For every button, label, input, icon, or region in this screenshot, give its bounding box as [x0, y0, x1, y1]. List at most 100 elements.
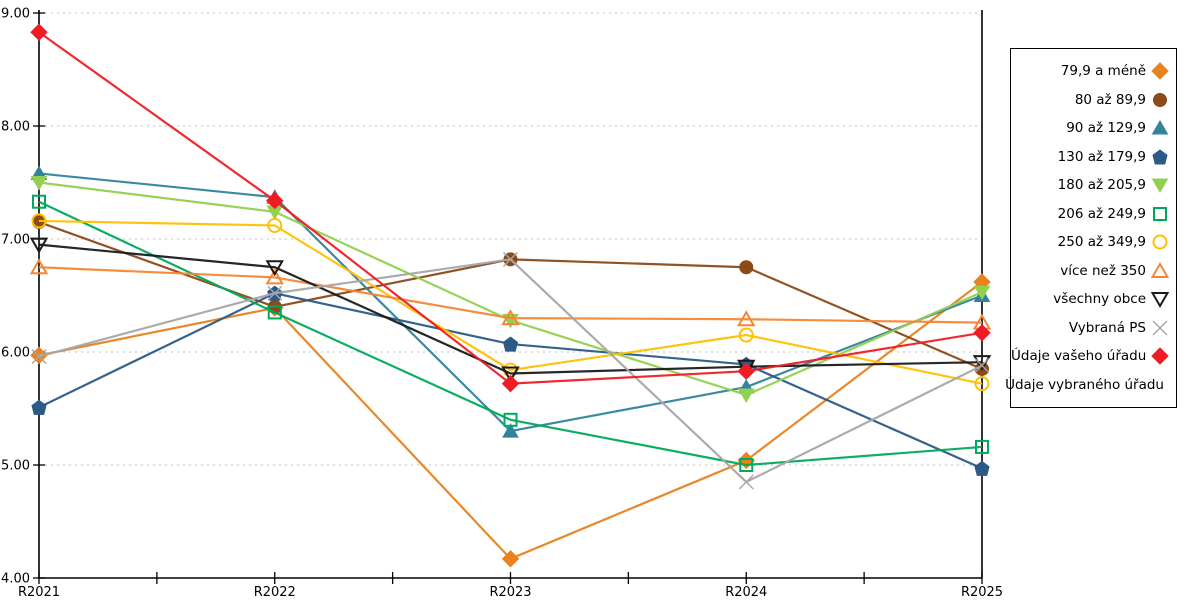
pentagon-marker-icon: [31, 399, 47, 415]
y-tick-label: 4.00: [1, 572, 30, 587]
legend-marker-triangle-down-icon: [1151, 292, 1169, 309]
pentagon-marker-icon: [974, 460, 990, 476]
triangle-up-marker-icon: [737, 310, 756, 327]
legend-marker-triangle-up-icon: [1151, 261, 1169, 278]
legend-marker-pentagon-icon: [1152, 149, 1168, 165]
pentagon-marker-icon: [502, 336, 519, 352]
triangle-up-marker-icon: [265, 268, 284, 285]
x-tick-label: R2025: [961, 585, 1003, 600]
circle-marker-icon: [267, 217, 283, 233]
circle-marker-icon: [1152, 234, 1168, 250]
circle-marker-icon: [739, 260, 754, 275]
legend-item-label: 80 až 89,9: [1074, 91, 1146, 108]
legend-item: 90 až 129,9: [1011, 117, 1176, 139]
legend-item: 130 až 179,9: [1011, 146, 1176, 168]
series-5: [32, 194, 989, 472]
legend-marker-triangle-up-icon: [1151, 120, 1169, 135]
square-marker-icon: [32, 194, 46, 209]
x-tick-label: R2021: [18, 585, 60, 600]
legend-item-label: více než 350: [1060, 262, 1146, 279]
square-marker-icon: [975, 439, 989, 454]
diamond-marker-icon: [1151, 347, 1169, 365]
legend-item: všechny obce: [1011, 288, 1176, 310]
circle-marker-icon: [1152, 92, 1168, 107]
legend-item-label: 79,9 a méně: [1060, 63, 1146, 80]
legend-item-label: 206 až 249,9: [1057, 205, 1146, 222]
legend-item: Údaje vašeho úřadu: [1011, 345, 1176, 367]
y-tick-label: 8.00: [1, 120, 30, 135]
square-marker-icon: [267, 305, 282, 320]
legend-item-label: všechny obce: [1053, 291, 1146, 308]
circle-marker-icon: [31, 213, 47, 229]
legend-item-label: Údaje vašeho úřadu: [1011, 348, 1147, 365]
x-marker-icon: [31, 349, 47, 365]
x-tick-label: R2024: [725, 585, 767, 600]
diamond-marker-icon: [501, 374, 520, 393]
series-2: [30, 165, 991, 438]
triangle-down-marker-icon: [737, 388, 755, 403]
triangle-up-marker-icon: [1151, 120, 1169, 135]
diamond-marker-icon: [973, 324, 991, 342]
series-0: [30, 273, 991, 568]
y-tick-label: 7.00: [1, 233, 30, 248]
y-tick-label: 6.00: [1, 346, 30, 361]
y-tick-label: 5.00: [1, 459, 30, 474]
series-line: [38, 266, 983, 324]
square-marker-icon: [739, 458, 754, 472]
triangle-up-marker-icon: [502, 423, 519, 438]
diamond-marker-icon: [30, 23, 48, 41]
triangle-down-marker-icon: [29, 237, 49, 254]
series-line: [38, 200, 983, 467]
series-9: [31, 251, 990, 490]
legend-marker-diamond-icon: [1151, 347, 1169, 365]
series-6: [31, 213, 990, 392]
x-marker-icon: [503, 251, 518, 267]
triangle-up-marker-icon: [29, 258, 49, 275]
series-line: [38, 243, 983, 375]
legend-marker-triangle-down-icon: [1151, 178, 1169, 194]
legend-item: 79,9 a méně: [1011, 60, 1176, 82]
legend-item-label: 250 až 349,9: [1057, 234, 1146, 251]
legend-item: Údaje vybraného úřadu: [1005, 374, 1176, 396]
triangle-down-marker-icon: [1151, 292, 1169, 309]
triangle-up-marker-icon: [1151, 261, 1169, 278]
triangle-down-marker-icon: [30, 176, 48, 191]
legend-marker-square-icon: [1153, 206, 1167, 221]
legend-item: více než 350: [1011, 260, 1176, 282]
legend-item-label: Údaje vybraného úřadu: [1005, 376, 1164, 393]
circle-marker-icon: [738, 327, 754, 343]
diamond-marker-icon: [266, 191, 284, 210]
series-line: [38, 219, 983, 385]
triangle-up-marker-icon: [501, 309, 520, 326]
triangle-down-marker-icon: [973, 285, 991, 301]
legend-item-label: 90 až 129,9: [1066, 120, 1146, 137]
pentagon-marker-icon: [1152, 149, 1168, 165]
legend-item: 206 až 249,9: [1011, 203, 1176, 225]
series-10: [30, 23, 991, 393]
legend: 79,9 a méně 80 až 89,9 90 až 129,9 130 až 1…: [1005, 48, 1177, 408]
legend-item-label: 180 až 205,9: [1057, 177, 1146, 194]
square-marker-icon: [1153, 206, 1167, 221]
legend-item: 250 až 349,9: [1011, 231, 1176, 253]
legend-item-label: 130 až 179,9: [1057, 148, 1146, 165]
diamond-marker-icon: [737, 362, 755, 380]
circle-marker-icon: [974, 376, 990, 392]
triangle-down-marker-icon: [501, 366, 520, 383]
series-line: [38, 172, 983, 433]
legend-item: 180 až 205,9: [1011, 174, 1176, 196]
legend-marker-x-icon: [1152, 320, 1168, 336]
x-marker-icon: [267, 285, 283, 301]
legend-item-label: Vybraná PS: [1068, 319, 1146, 336]
triangle-down-marker-icon: [265, 260, 284, 277]
square-marker-icon: [503, 412, 518, 427]
x-marker-icon: [738, 474, 754, 490]
legend-marker-circle-icon: [1152, 234, 1168, 250]
legend-marker-diamond-icon: [1151, 62, 1169, 80]
diamond-marker-icon: [501, 550, 520, 568]
x-marker-icon: [1152, 320, 1168, 336]
x-marker-icon: [974, 358, 990, 374]
y-tick-label: 9.00: [1, 7, 30, 22]
x-tick-label: R2022: [254, 585, 296, 600]
diamond-marker-icon: [1151, 62, 1169, 80]
